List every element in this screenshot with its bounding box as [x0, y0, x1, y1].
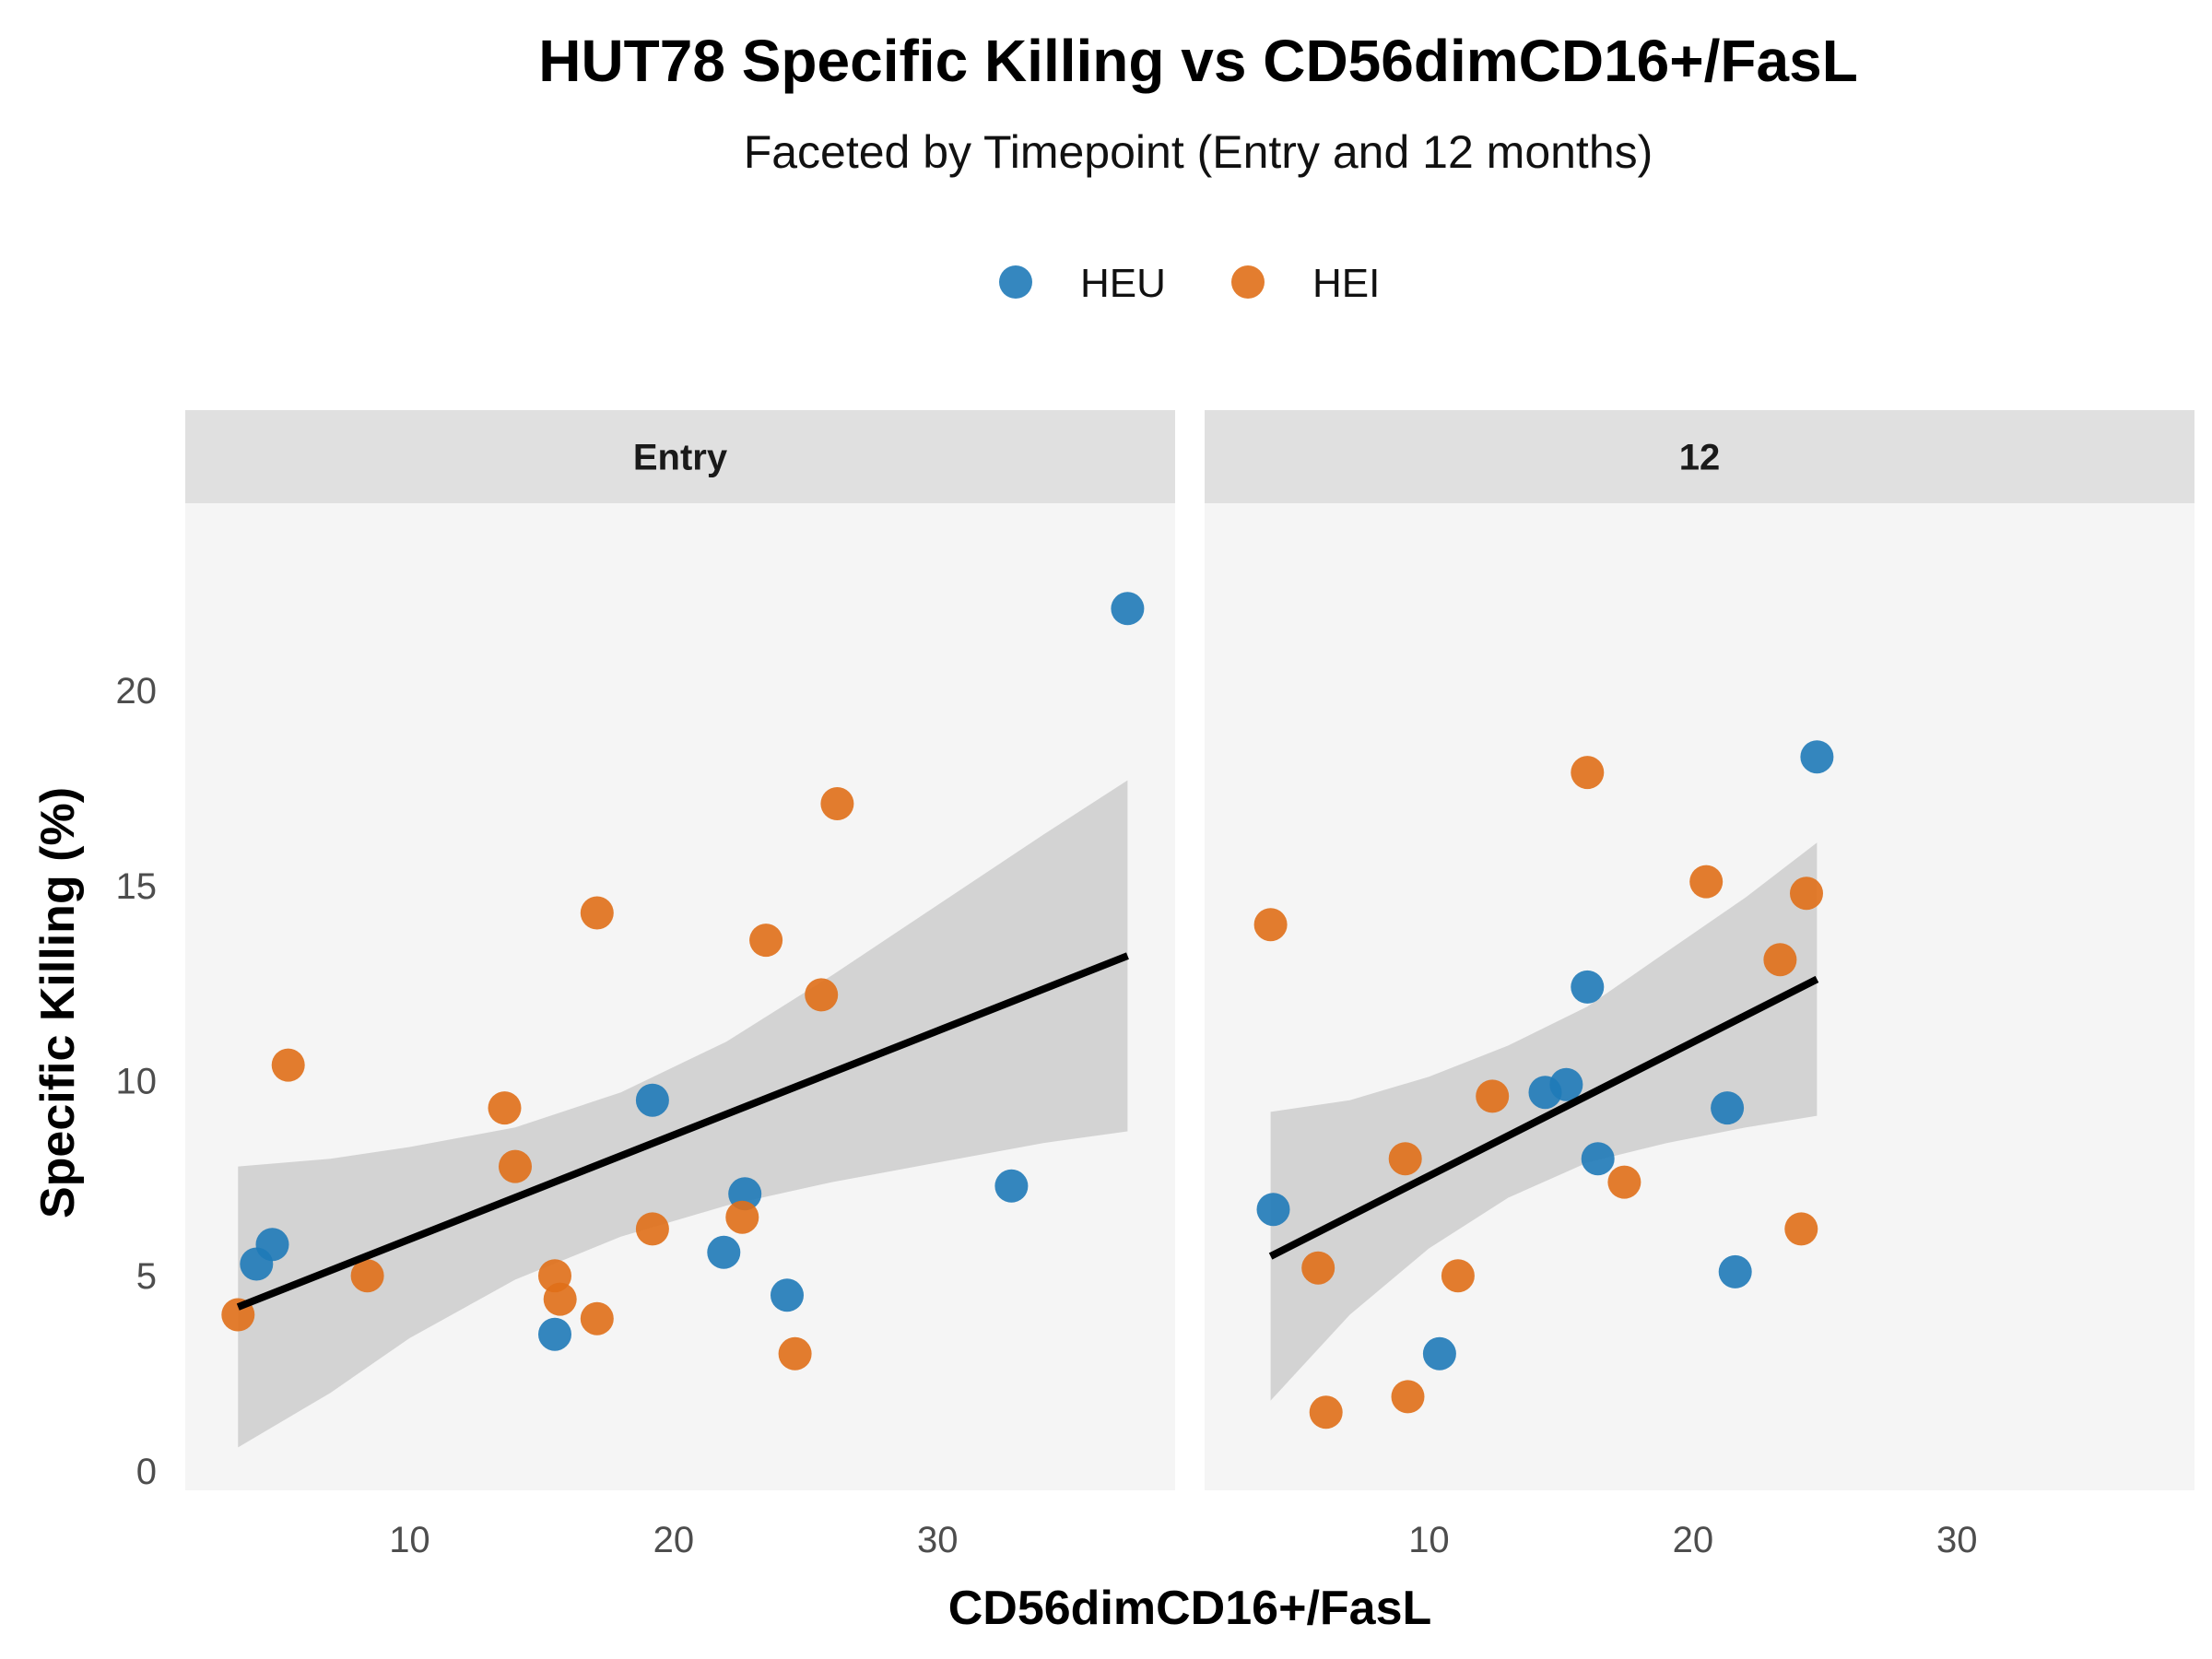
- point-hei-entry-10: [725, 1200, 759, 1234]
- point-heu-month12-6: [1711, 1091, 1745, 1125]
- point-hei-month12-7: [1571, 756, 1605, 790]
- point-hei-month12-4: [1391, 1380, 1425, 1414]
- legend-key-hei: [1231, 265, 1265, 299]
- legend-key-heu: [999, 265, 1032, 299]
- point-hei-month12-2: [1309, 1395, 1343, 1430]
- strip-month12: [1205, 410, 2194, 503]
- point-hei-entry-4: [499, 1149, 532, 1183]
- point-hei-entry-14: [820, 787, 854, 820]
- point-hei-entry-6: [543, 1282, 577, 1316]
- point-heu-entry-3: [635, 1083, 669, 1117]
- chart-subtitle: Faceted by Timepoint (Entry and 12 month…: [744, 126, 1653, 178]
- legend: HEU HEI: [999, 261, 1380, 306]
- point-hei-month12-0: [1253, 908, 1288, 942]
- regression-line-entry: [236, 952, 1129, 1311]
- point-heu-month12-5: [1581, 1142, 1615, 1176]
- point-hei-month12-6: [1476, 1079, 1510, 1113]
- point-hei-entry-9: [635, 1212, 669, 1246]
- point-hei-entry-13: [805, 978, 839, 1012]
- point-heu-month12-4: [1571, 970, 1605, 1004]
- point-hei-entry-3: [488, 1091, 522, 1125]
- legend-label-hei: HEI: [1312, 261, 1380, 306]
- point-hei-month12-12: [1790, 877, 1823, 911]
- point-heu-month12-3: [1549, 1067, 1583, 1101]
- point-hei-month12-3: [1388, 1142, 1422, 1176]
- x-tick-label-entry-30: 30: [917, 1520, 959, 1560]
- point-hei-month12-9: [1689, 865, 1724, 899]
- point-hei-month12-8: [1607, 1165, 1641, 1199]
- point-hei-entry-12: [778, 1336, 812, 1371]
- point-heu-month12-0: [1256, 1193, 1290, 1227]
- x-tick-label-entry-20: 20: [653, 1520, 695, 1560]
- point-heu-entry-7: [994, 1169, 1029, 1203]
- regression-line-month12: [1268, 975, 1819, 1260]
- point-heu-entry-8: [1111, 592, 1145, 626]
- point-hei-month12-1: [1301, 1251, 1335, 1285]
- point-hei-entry-8: [580, 1301, 614, 1335]
- point-heu-entry-1: [240, 1247, 274, 1281]
- point-hei-entry-1: [271, 1048, 305, 1082]
- point-heu-month12-1: [1422, 1336, 1456, 1371]
- point-heu-entry-2: [538, 1317, 571, 1351]
- facet-panels: Entry 10 20 30 12 10 20 30 0 5 10 15 20: [116, 410, 2194, 1560]
- panel-month12: 12 10 20 30: [1205, 410, 2194, 1560]
- point-heu-entry-6: [771, 1278, 804, 1312]
- point-hei-entry-11: [749, 924, 783, 958]
- y-axis-title: Specific Killing (%): [31, 787, 85, 1218]
- x-tick-label-entry-10: 10: [389, 1520, 430, 1560]
- y-tick-label-10: 10: [116, 1062, 158, 1102]
- x-tick-label-month12-30: 30: [1936, 1520, 1978, 1560]
- x-tick-label-month12-10: 10: [1408, 1520, 1450, 1560]
- point-heu-month12-8: [1800, 740, 1834, 774]
- y-tick-label-20: 20: [116, 671, 158, 712]
- point-hei-month12-11: [1784, 1212, 1818, 1246]
- y-tick-label-5: 5: [136, 1256, 157, 1297]
- strip-label-entry: Entry: [633, 438, 728, 478]
- chart-title: HUT78 Specific Killing vs CD56dimCD16+/F…: [538, 28, 1858, 94]
- point-hei-entry-7: [580, 896, 614, 930]
- panel-entry: Entry 10 20 30: [185, 410, 1175, 1560]
- x-tick-label-month12-20: 20: [1673, 1520, 1714, 1560]
- point-hei-month12-5: [1441, 1259, 1475, 1293]
- point-heu-month12-7: [1718, 1254, 1752, 1288]
- confidence-ribbon-entry: [238, 780, 1128, 1448]
- point-heu-entry-4: [707, 1235, 741, 1269]
- point-hei-month12-10: [1763, 943, 1797, 977]
- x-axis-title: CD56dimCD16+/FasL: [948, 1582, 1432, 1635]
- y-tick-label-0: 0: [136, 1452, 157, 1492]
- strip-label-month12: 12: [1679, 438, 1721, 478]
- y-tick-label-15: 15: [116, 866, 158, 907]
- strip-entry: [185, 410, 1175, 503]
- legend-label-heu: HEU: [1080, 261, 1166, 306]
- point-hei-entry-2: [350, 1259, 384, 1293]
